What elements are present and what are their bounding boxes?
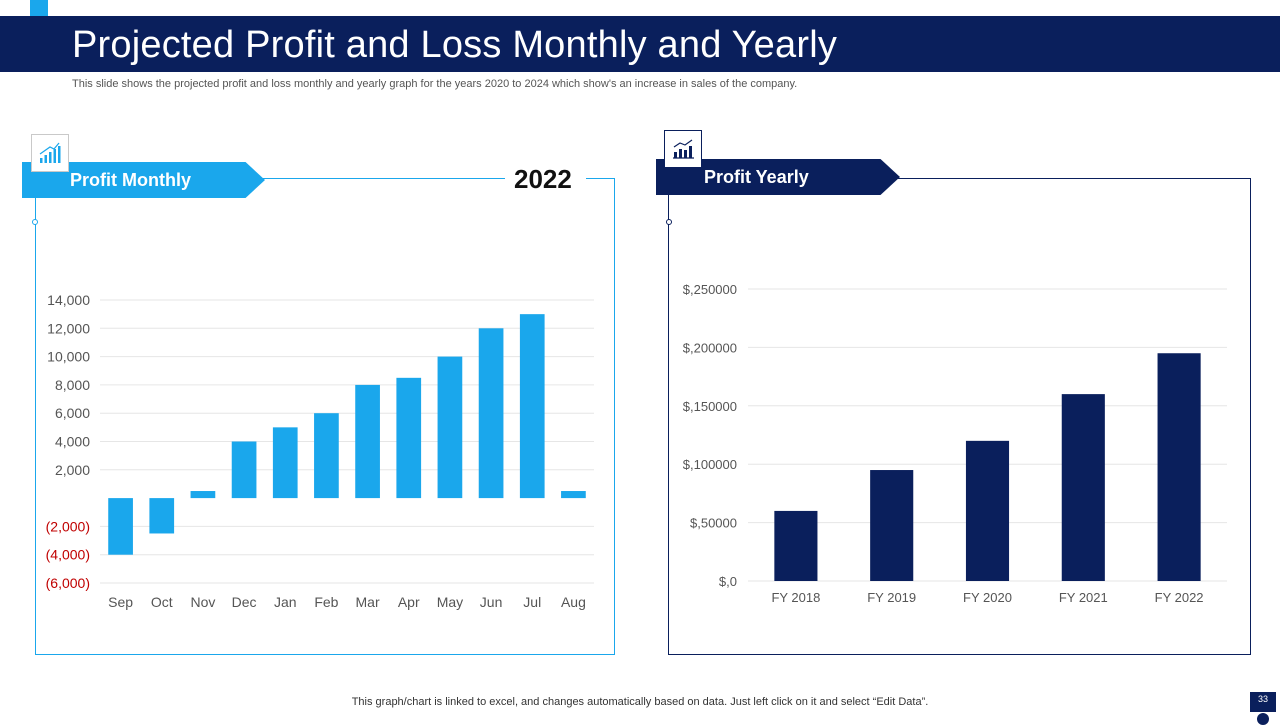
y-tick-label: $,100000 bbox=[683, 457, 737, 472]
yearly-panel-top-line bbox=[890, 178, 1250, 179]
x-tick-label: FY 2020 bbox=[963, 590, 1012, 605]
yearly-ribbon-label: Profit Yearly bbox=[704, 167, 809, 187]
y-tick-label: 6,000 bbox=[55, 405, 90, 421]
x-tick-label: Jun bbox=[480, 594, 503, 610]
x-tick-label: FY 2018 bbox=[771, 590, 820, 605]
bar-oct bbox=[149, 498, 175, 534]
x-tick-label: FY 2022 bbox=[1155, 590, 1204, 605]
x-tick-label: Sep bbox=[108, 594, 133, 610]
y-tick-label: $,0 bbox=[719, 574, 737, 589]
bar-may bbox=[437, 356, 463, 499]
x-tick-label: FY 2019 bbox=[867, 590, 916, 605]
bar-fy-2022 bbox=[1157, 353, 1201, 581]
y-tick-label: (2,000) bbox=[46, 518, 90, 534]
y-tick-label: 14,000 bbox=[47, 292, 90, 308]
monthly-panel-frame bbox=[35, 178, 615, 655]
bar-fy-2020 bbox=[965, 440, 1010, 581]
x-tick-label: FY 2021 bbox=[1059, 590, 1108, 605]
y-tick-label: 8,000 bbox=[55, 377, 90, 393]
y-tick-label: 10,000 bbox=[47, 349, 90, 365]
bar-sep bbox=[108, 498, 133, 555]
y-tick-label: 4,000 bbox=[55, 434, 90, 450]
year-label: 2022 bbox=[514, 164, 572, 194]
bar-fy-2018 bbox=[774, 510, 818, 581]
y-tick-label: 2,000 bbox=[55, 462, 90, 478]
x-tick-label: Jan bbox=[274, 594, 297, 610]
monthly-ribbon-label: Profit Monthly bbox=[70, 170, 191, 190]
title-bar bbox=[0, 16, 1280, 72]
page-number-decoration bbox=[1257, 713, 1269, 725]
yearly-panel-frame bbox=[668, 178, 1251, 655]
x-tick-label: Feb bbox=[314, 594, 338, 610]
monthly-panel-top-line bbox=[255, 178, 505, 179]
y-tick-label: (4,000) bbox=[46, 547, 90, 563]
bar-jan bbox=[272, 427, 298, 499]
page-title: Projected Profit and Loss Monthly and Ye… bbox=[72, 24, 838, 66]
x-tick-label: Dec bbox=[232, 594, 257, 610]
page-number-underline bbox=[1250, 710, 1276, 712]
bar-jun bbox=[478, 328, 504, 499]
monthly-panel-top-line-end bbox=[586, 178, 614, 179]
y-tick-label: $,150000 bbox=[683, 399, 737, 414]
bar-feb bbox=[314, 413, 339, 499]
monthly-profit-chart: 14,000 12,000 10,000 8,000 6,000 4,000 2,000 (2… bbox=[46, 292, 594, 610]
y-tick-label: $,200000 bbox=[683, 340, 737, 355]
bar-chart-growth-icon bbox=[31, 134, 69, 172]
bar-aug bbox=[561, 491, 586, 499]
page-subtitle: This slide shows the projected profit an… bbox=[72, 78, 798, 90]
bar-dec bbox=[231, 441, 257, 499]
x-tick-label: Mar bbox=[356, 594, 380, 610]
x-tick-label: Oct bbox=[151, 594, 173, 610]
page-number: 33 bbox=[1250, 692, 1276, 710]
bar-mar bbox=[355, 384, 380, 499]
bar-fy-2021 bbox=[1061, 394, 1105, 581]
y-tick-label: (6,000) bbox=[46, 575, 90, 591]
y-tick-label: $,250000 bbox=[683, 282, 737, 297]
x-tick-label: Apr bbox=[398, 594, 420, 610]
monthly-panel-dot bbox=[32, 219, 38, 225]
x-tick-label: May bbox=[437, 594, 463, 610]
yearly-panel-dot bbox=[666, 219, 672, 225]
footer-note: This graph/chart is linked to excel, and… bbox=[351, 696, 929, 708]
x-tick-label: Jul bbox=[523, 594, 541, 610]
bar-nov bbox=[190, 491, 216, 499]
x-tick-label: Nov bbox=[190, 594, 215, 610]
yearly-profit-chart: $,250000 $,200000 $,150000 $,100000 $,50000 $… bbox=[683, 282, 1227, 605]
x-tick-label: Aug bbox=[561, 594, 586, 610]
bar-apr bbox=[396, 377, 422, 499]
bar-fy-2019 bbox=[870, 470, 914, 581]
y-tick-label: 12,000 bbox=[47, 320, 90, 336]
y-tick-label: $,50000 bbox=[690, 516, 737, 531]
bar-jul bbox=[519, 314, 545, 499]
bar-chart-icon bbox=[664, 130, 702, 168]
